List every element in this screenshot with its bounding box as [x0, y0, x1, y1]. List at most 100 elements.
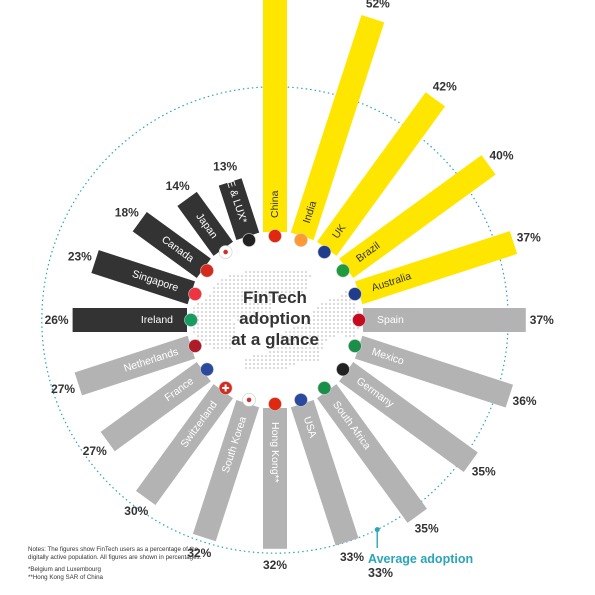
flag-cn-icon [268, 229, 282, 243]
map-dot [320, 334, 324, 338]
map-dot [296, 274, 300, 278]
map-dot [208, 298, 212, 302]
map-dot [288, 346, 292, 350]
map-dot [272, 362, 276, 366]
map-dot [300, 338, 304, 342]
map-dot [332, 318, 336, 322]
map-dot [332, 298, 336, 302]
map-dot [264, 318, 268, 322]
map-dot [228, 286, 232, 290]
map-dot [292, 346, 296, 350]
map-dot [292, 334, 296, 338]
map-dot [256, 366, 260, 370]
map-dot [340, 314, 344, 318]
map-dot [232, 330, 236, 334]
map-dot [208, 322, 212, 326]
map-dot [292, 358, 296, 362]
map-dot [228, 274, 232, 278]
map-dot [216, 342, 220, 346]
map-dot [344, 290, 348, 294]
map-dot [292, 274, 296, 278]
map-dot [216, 298, 220, 302]
map-dot [272, 346, 276, 350]
flag-hk-icon [268, 397, 282, 411]
map-dot [220, 290, 224, 294]
map-dot [296, 354, 300, 358]
map-dot [236, 282, 240, 286]
bar-group-mexico: Mexico [354, 335, 514, 408]
map-dot [232, 290, 236, 294]
value-label-ireland: 26% [45, 313, 69, 327]
map-dot [288, 338, 292, 342]
value-label-brazil: 40% [490, 148, 514, 162]
map-dot [212, 310, 216, 314]
map-dot [224, 294, 228, 298]
map-dot [208, 318, 212, 322]
map-dot [260, 362, 264, 366]
value-label-australia: 37% [517, 231, 541, 245]
map-dot [220, 346, 224, 350]
map-dot [308, 318, 312, 322]
map-dot [280, 350, 284, 354]
map-dot [324, 338, 328, 342]
map-dot [228, 310, 232, 314]
map-dot [340, 306, 344, 310]
map-dot [328, 298, 332, 302]
map-dot [328, 330, 332, 334]
map-dot [264, 306, 268, 310]
map-dot [264, 362, 268, 366]
map-dot [284, 338, 288, 342]
map-dot [244, 302, 248, 306]
map-dot [228, 318, 232, 322]
map-dot [340, 330, 344, 334]
map-dot [276, 366, 280, 370]
notes-line-1: Notes: The figures show FinTech users as… [28, 546, 199, 553]
map-dot [224, 298, 228, 302]
map-dot [312, 318, 316, 322]
map-dot [256, 354, 260, 358]
map-dot [268, 270, 272, 274]
map-dot [228, 290, 232, 294]
map-dot [212, 330, 216, 334]
map-dot [296, 350, 300, 354]
map-dot [316, 350, 320, 354]
map-dot [260, 294, 264, 298]
map-dot [248, 318, 252, 322]
map-dot [216, 282, 220, 286]
map-dot [212, 334, 216, 338]
map-dot [320, 314, 324, 318]
map-dot [320, 318, 324, 322]
map-dot [280, 274, 284, 278]
map-dot [204, 298, 208, 302]
map-dot [308, 358, 312, 362]
map-dot [248, 306, 252, 310]
map-dot [304, 338, 308, 342]
map-dot [216, 302, 220, 306]
map-dot [300, 290, 304, 294]
map-dot [264, 270, 268, 274]
map-dot [232, 342, 236, 346]
map-dot [212, 314, 216, 318]
bar-usa [290, 399, 359, 546]
map-dot [332, 322, 336, 326]
flag-es-icon [352, 313, 366, 327]
map-dot [244, 318, 248, 322]
map-dot [308, 346, 312, 350]
value-label-spain: 37% [530, 313, 554, 327]
map-dot [212, 302, 216, 306]
map-dot [280, 294, 284, 298]
map-dot [232, 322, 236, 326]
map-dot [204, 302, 208, 306]
bar-group-hong-kong: Hong Kong** [263, 408, 287, 549]
value-label-canada: 18% [115, 205, 139, 219]
map-dot [276, 274, 280, 278]
map-dot [260, 278, 264, 282]
map-dot [244, 314, 248, 318]
map-dot [228, 314, 232, 318]
map-dot [304, 358, 308, 362]
map-dot [256, 362, 260, 366]
map-dot [348, 318, 352, 322]
map-dot [252, 274, 256, 278]
map-dot [284, 274, 288, 278]
map-dot [240, 294, 244, 298]
